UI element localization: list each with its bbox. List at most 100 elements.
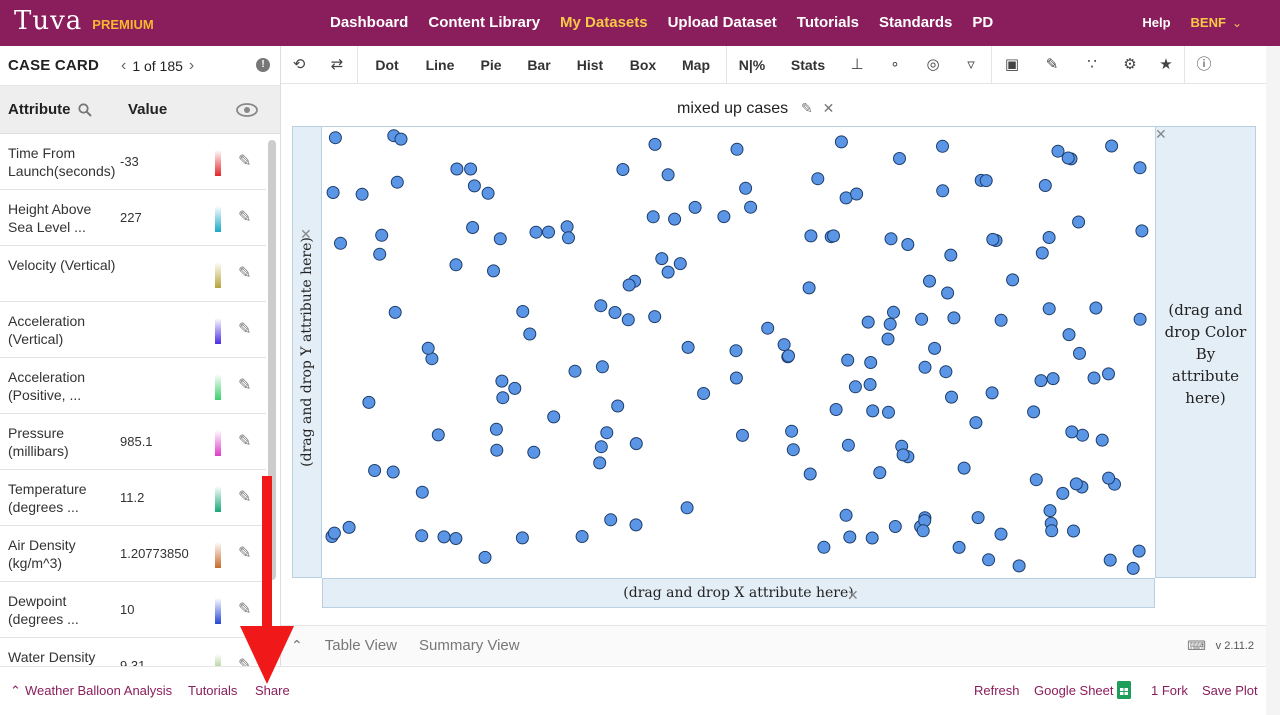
edit-icon[interactable]: ✎ (238, 657, 252, 666)
tool-count-percent[interactable]: N|% (738, 56, 766, 73)
case-point[interactable] (1043, 504, 1057, 518)
case-point[interactable] (1051, 144, 1065, 158)
case-point[interactable] (945, 390, 958, 404)
case-point[interactable] (736, 428, 749, 442)
case-point[interactable] (600, 426, 614, 440)
case-point[interactable] (688, 200, 702, 214)
case-point[interactable] (827, 229, 840, 243)
case-point[interactable] (829, 403, 843, 416)
attribute-row[interactable]: Pressure (millibars) 985.1 ✎ (0, 414, 266, 470)
gear-icon[interactable]: ⚙ (1123, 55, 1137, 73)
case-point[interactable] (944, 248, 958, 262)
nav-upload-dataset[interactable]: Upload Dataset (667, 14, 777, 31)
pen-icon[interactable]: ✎ (1045, 55, 1059, 73)
info-icon[interactable]: ! (256, 58, 270, 72)
case-point[interactable] (729, 344, 743, 358)
case-point[interactable] (342, 520, 356, 534)
case-point[interactable] (437, 530, 451, 544)
edit-icon[interactable]: ✎ (238, 545, 252, 562)
case-point[interactable] (1076, 428, 1089, 442)
edit-title-icon[interactable]: ✎ (801, 100, 813, 116)
case-point[interactable] (883, 317, 897, 331)
attribute-row[interactable]: Acceleration (Vertical) ✎ (0, 302, 266, 358)
case-point[interactable] (834, 135, 848, 149)
plot-canvas[interactable] (322, 126, 1155, 578)
color-swatch[interactable] (215, 598, 221, 624)
camera-icon[interactable]: ▣ (1004, 55, 1020, 73)
next-case-icon[interactable]: › (188, 56, 195, 74)
case-point[interactable] (969, 416, 983, 430)
case-point[interactable] (655, 252, 669, 266)
case-point[interactable] (355, 187, 369, 201)
case-point[interactable] (415, 529, 429, 543)
case-point[interactable] (604, 513, 618, 527)
case-point[interactable] (887, 305, 900, 319)
case-point[interactable] (1042, 231, 1056, 244)
case-point[interactable] (622, 278, 636, 292)
case-point[interactable] (680, 501, 694, 515)
color-swatch[interactable] (215, 486, 221, 512)
case-point[interactable] (661, 265, 675, 279)
case-point[interactable] (1067, 524, 1080, 538)
attribute-row[interactable]: Water Density 9.31 ✎ (0, 638, 266, 666)
chevron-down-icon[interactable]: ⌄ (1231, 15, 1242, 30)
case-point[interactable] (901, 238, 915, 251)
case-card-scrollbar[interactable] (268, 140, 276, 580)
case-point[interactable] (673, 257, 687, 271)
case-point[interactable] (1038, 179, 1052, 192)
case-point[interactable] (1135, 224, 1149, 238)
case-point[interactable] (782, 349, 795, 363)
case-point[interactable] (648, 137, 662, 151)
color-swatch[interactable] (215, 430, 221, 456)
user-menu[interactable]: BENF (1190, 15, 1226, 30)
labels-icon[interactable]: ∵ (1087, 55, 1097, 73)
case-point[interactable] (923, 274, 936, 288)
edit-icon[interactable]: ✎ (238, 489, 252, 506)
attribute-row[interactable]: Acceleration (Positive, ... ✎ (0, 358, 266, 414)
case-point[interactable] (1095, 433, 1109, 447)
case-point[interactable] (882, 405, 895, 419)
tab-table-view[interactable]: Table View (324, 637, 398, 654)
case-point[interactable] (817, 540, 831, 554)
case-point[interactable] (811, 172, 825, 186)
close-color-icon[interactable]: ✕ (1155, 126, 1167, 142)
edit-icon[interactable]: ✎ (238, 433, 252, 450)
case-point[interactable] (865, 531, 879, 545)
y-axis-drop-zone[interactable]: (drag and drop Y attribute here) (292, 126, 322, 578)
case-point[interactable] (1105, 139, 1119, 153)
case-point[interactable] (1029, 473, 1043, 487)
case-point[interactable] (1087, 371, 1101, 385)
case-point[interactable] (881, 332, 895, 346)
case-point[interactable] (621, 313, 635, 327)
case-point[interactable] (390, 175, 404, 189)
close-x-icon[interactable]: ✕ (847, 587, 859, 603)
case-point[interactable] (394, 132, 408, 146)
case-point[interactable] (1062, 328, 1076, 342)
case-point[interactable] (648, 310, 662, 324)
case-point[interactable] (529, 225, 543, 239)
case-point[interactable] (593, 456, 607, 470)
prev-case-icon[interactable]: ‹ (120, 56, 127, 74)
case-point[interactable] (568, 364, 582, 378)
case-point[interactable] (915, 312, 929, 326)
case-point[interactable] (467, 179, 481, 193)
edit-icon[interactable]: ✎ (238, 265, 252, 282)
case-point[interactable] (1006, 273, 1020, 287)
help-link[interactable]: Help (1142, 15, 1171, 30)
case-point[interactable] (804, 229, 818, 243)
case-point[interactable] (611, 399, 625, 413)
case-point[interactable] (421, 341, 435, 355)
case-point[interactable] (575, 530, 589, 543)
case-point[interactable] (490, 443, 504, 457)
case-point[interactable] (327, 526, 341, 540)
case-point[interactable] (1065, 425, 1079, 439)
attribute-row[interactable]: Time From Launch(seconds) -33 ✎ (0, 134, 266, 190)
case-point[interactable] (1102, 471, 1116, 485)
x-axis-drop-zone[interactable]: (drag and drop X attribute here) (322, 578, 1155, 608)
case-point[interactable] (681, 340, 695, 354)
case-point[interactable] (971, 511, 985, 525)
case-point[interactable] (1045, 524, 1059, 538)
share-link[interactable]: Share (255, 683, 290, 698)
nav-content-library[interactable]: Content Library (428, 14, 541, 31)
case-point[interactable] (646, 210, 660, 224)
